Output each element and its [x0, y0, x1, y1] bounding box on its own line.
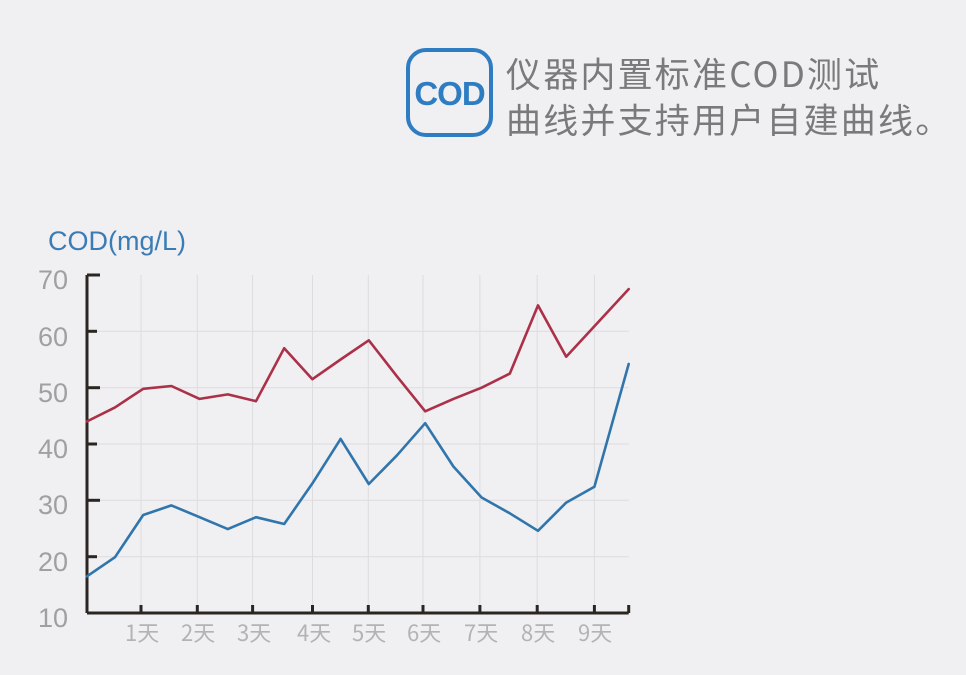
svg-text:40: 40 [38, 434, 68, 464]
svg-text:60: 60 [38, 322, 68, 352]
svg-text:30: 30 [38, 490, 68, 520]
svg-text:20: 20 [38, 547, 68, 577]
svg-text:70: 70 [38, 265, 68, 295]
svg-text:10: 10 [38, 603, 68, 633]
svg-text:50: 50 [38, 378, 68, 408]
